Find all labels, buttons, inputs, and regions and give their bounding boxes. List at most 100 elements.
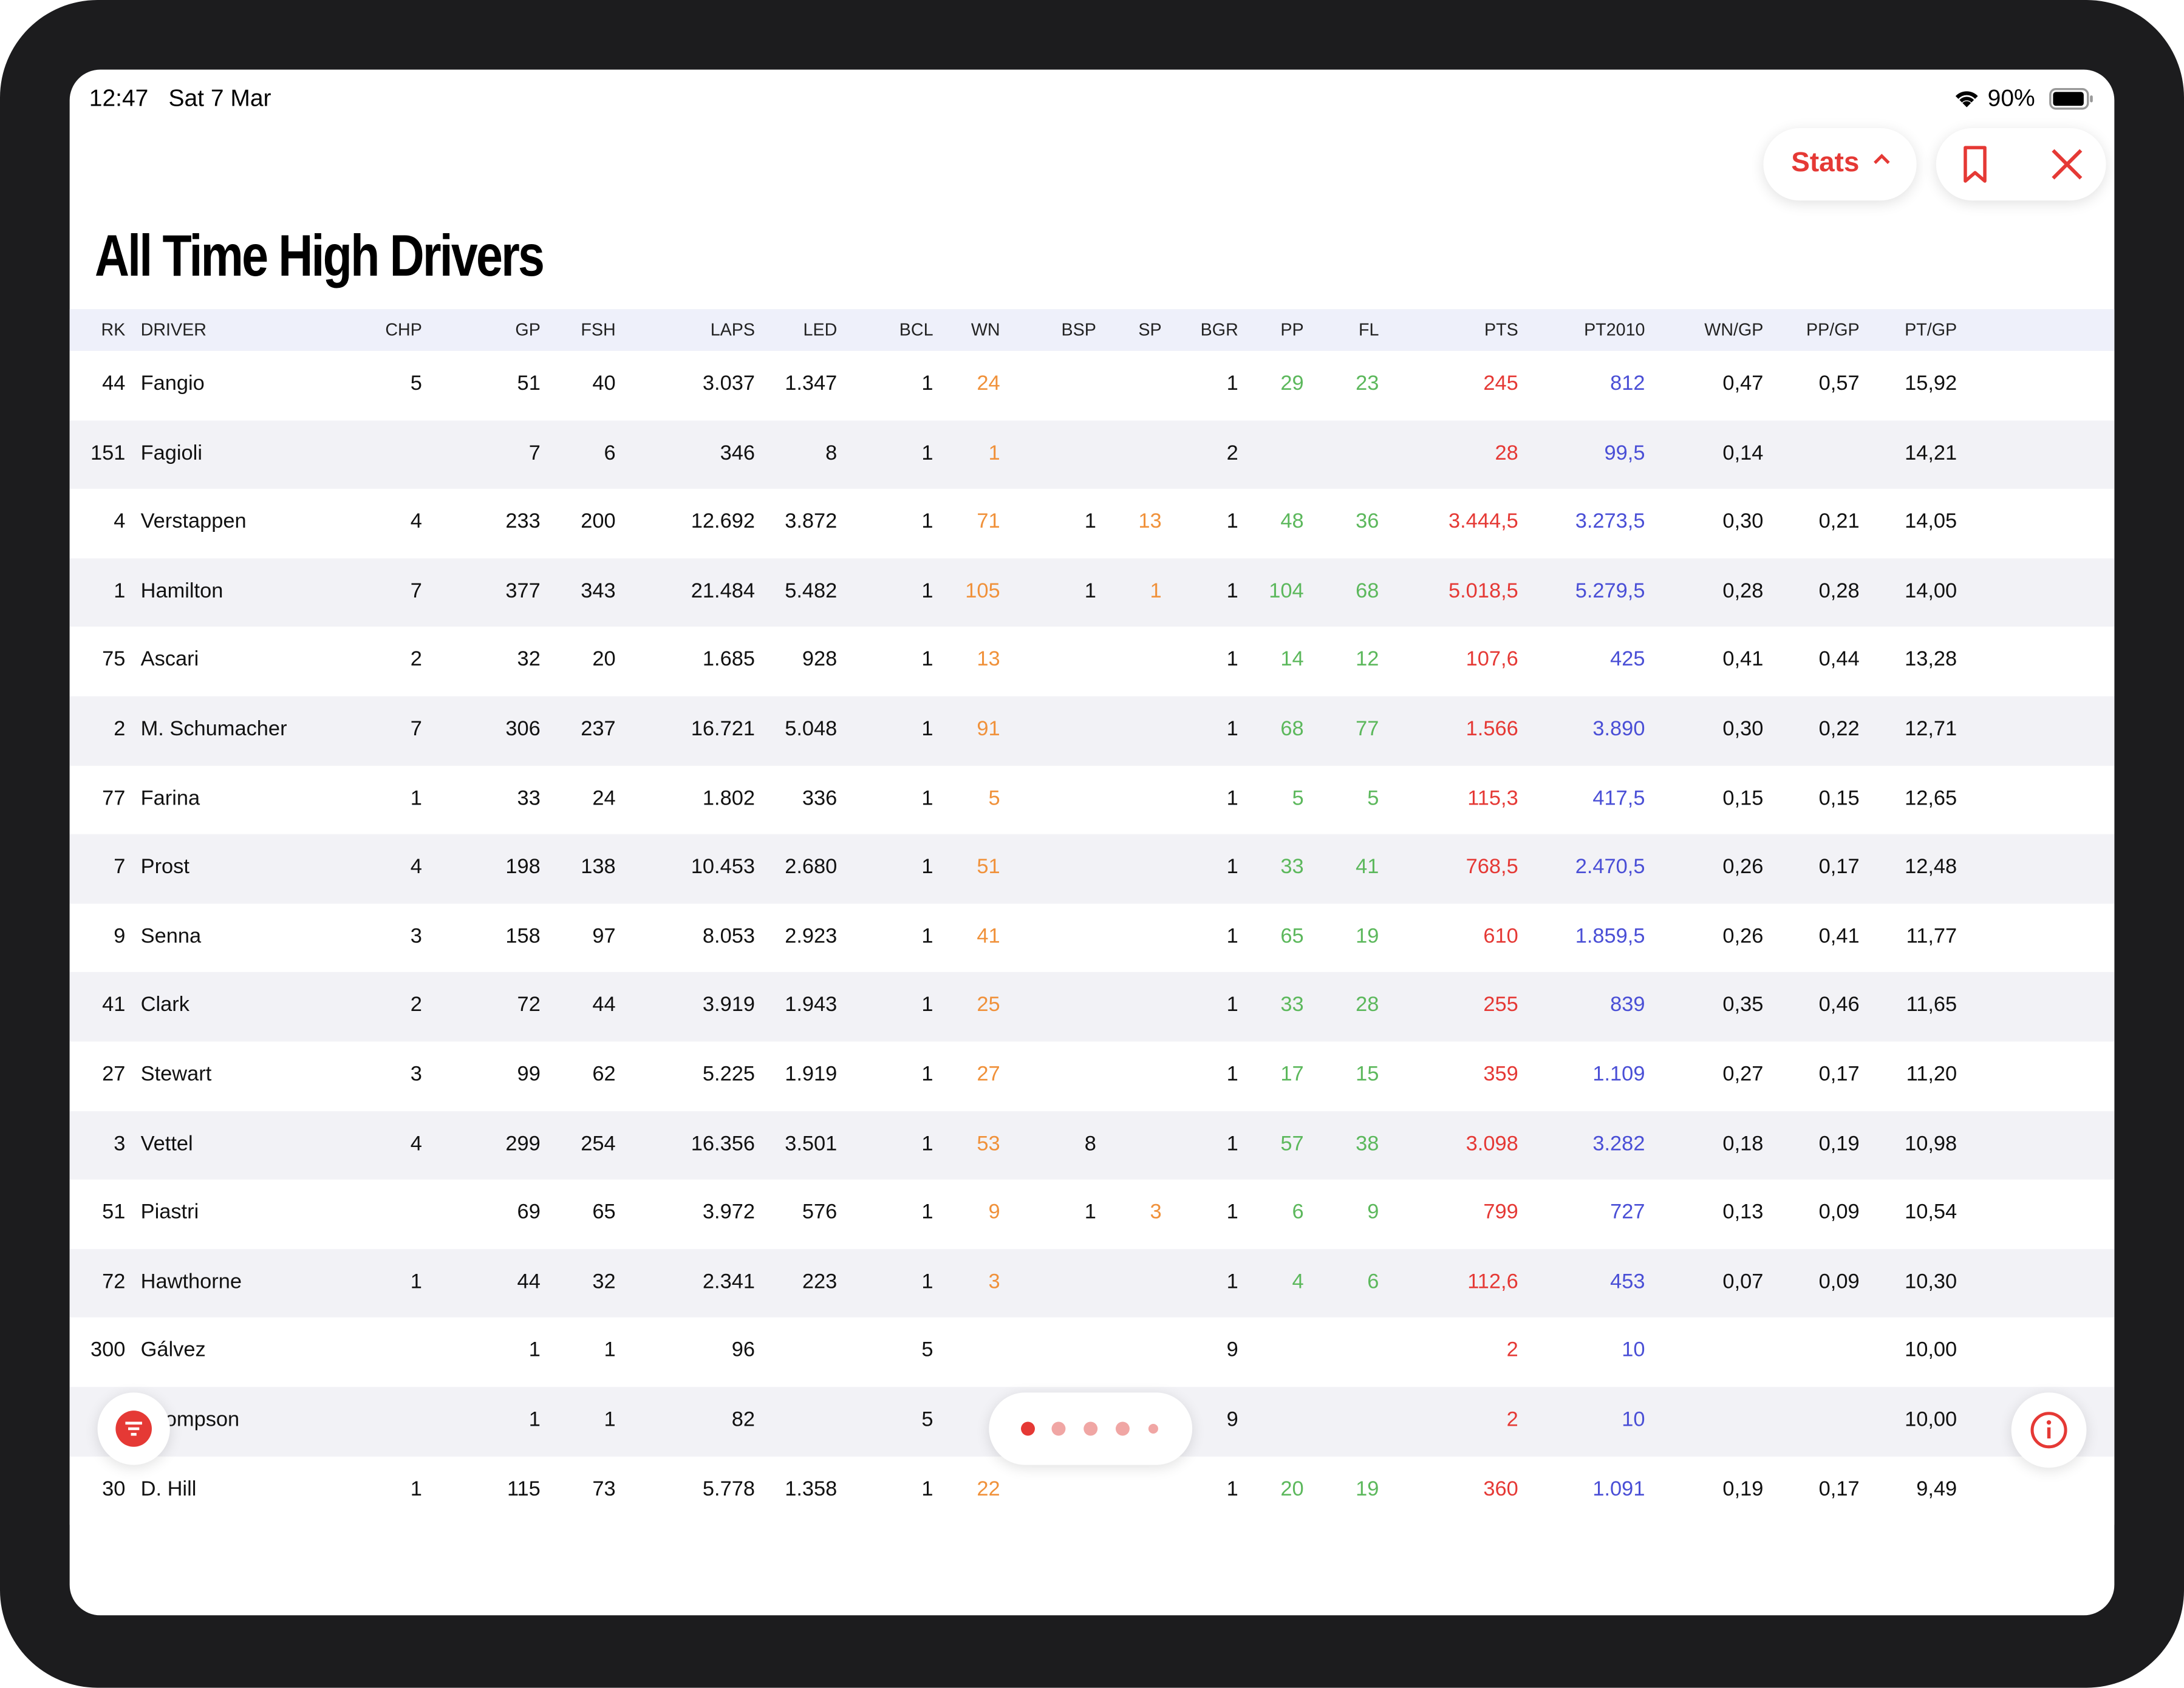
table-cell: 28 [1356, 993, 1379, 1018]
table-cell: 16.356 [691, 1131, 756, 1155]
table-cell: 0,19 [1818, 1131, 1860, 1155]
table-cell: 77 [102, 786, 126, 810]
table-cell: 10.453 [691, 855, 756, 879]
table-cell: 20 [592, 648, 616, 672]
table-cell: 11,20 [1906, 1062, 1957, 1086]
driver-name: Stewart [140, 1062, 212, 1086]
table-cell: 65 [592, 1200, 616, 1225]
table-cell: 0,41 [1722, 648, 1764, 672]
table-cell: 5.778 [702, 1477, 756, 1501]
table-cell: 1 [114, 579, 126, 603]
table-cell: 158 [505, 924, 541, 948]
stats-button[interactable]: Stats [1763, 128, 1917, 201]
table-cell: 5.018,5 [1448, 579, 1518, 603]
driver-name: Verstappen [140, 509, 247, 534]
column-header: LED [803, 320, 838, 340]
table-cell: 0,27 [1722, 1062, 1764, 1086]
table-cell: 3 [410, 924, 422, 948]
table-cell: 14,21 [1905, 441, 1957, 465]
table-cell: 13,28 [1905, 648, 1957, 672]
table-cell: 1 [1226, 509, 1238, 534]
table-cell: 7 [114, 855, 126, 879]
table-cell: 0,28 [1722, 579, 1764, 603]
table-row: 75 Ascari 2 32 20 1.685 928 1 13 1 14 12 107,6 425 0,4… [69, 627, 2115, 696]
table-row: 300 Gálvez 1 1 96 5 9 2 10 10,00 [69, 1318, 2115, 1387]
bookmark-button[interactable] [1961, 145, 1989, 184]
table-cell: 5 [988, 786, 1000, 810]
table-row: 9 Senna 3 158 97 8.053 2.923 1 41 1 65 19 610 1.859,5… [69, 903, 2115, 973]
driver-name: Hawthorne [140, 1270, 242, 1294]
table-cell: 1 [921, 1062, 933, 1086]
table-cell: 839 [1610, 993, 1645, 1018]
filter-button[interactable] [97, 1392, 170, 1465]
table-cell: 0,13 [1722, 1200, 1764, 1225]
info-button[interactable] [2011, 1392, 2087, 1468]
table-cell: 1 [1226, 1270, 1238, 1294]
table-row: 3 Vettel 4 299 254 16.356 3.501 1 53 8 1 57 38 3.098 3… [69, 1111, 2115, 1180]
table-cell: 9 [1226, 1407, 1238, 1432]
table-cell: 69 [517, 1200, 541, 1225]
table-cell: 9,49 [1916, 1477, 1957, 1501]
table-cell: 1 [921, 993, 933, 1018]
table-cell: 10,54 [1905, 1200, 1957, 1225]
column-header: CHP [385, 320, 422, 340]
table-cell: 1.859,5 [1575, 924, 1645, 948]
table-cell: 1.109 [1592, 1062, 1645, 1086]
table-row: 7 Prost 4 198 138 10.453 2.680 1 51 1 33 41 768,5 2.4… [69, 834, 2115, 904]
table-cell: 115,3 [1467, 786, 1518, 810]
table-cell: 1 [1226, 993, 1238, 1018]
column-header: SP [1138, 320, 1162, 340]
column-header: FL [1358, 320, 1379, 340]
table-row: 151 Fagioli 7 6 346 8 1 1 2 28 99,5 0,14 14,21 [69, 420, 2115, 489]
column-header: FSH [581, 320, 616, 340]
table-row: 51 Piastri 69 65 3.972 576 1 9 1 3 1 6 9 799 727 0,13 0,… [69, 1179, 2115, 1249]
battery-icon [2049, 88, 2093, 110]
table-cell: 32 [517, 648, 541, 672]
driver-name: Fangio [140, 372, 205, 396]
table-cell: 1 [921, 1200, 933, 1225]
close-button[interactable] [2050, 148, 2084, 181]
table-cell: 19 [1356, 924, 1379, 948]
table-cell: 233 [505, 509, 541, 534]
info-icon [2030, 1412, 2067, 1449]
table-cell: 40 [592, 372, 616, 396]
table-cell: 44 [517, 1270, 541, 1294]
driver-name: Piastri [140, 1200, 199, 1225]
table-cell: 68 [1280, 717, 1304, 741]
table-cell: 1 [921, 372, 933, 396]
table-cell: 1 [921, 1270, 933, 1294]
table-cell: 0,21 [1818, 509, 1860, 534]
table-cell: 2.341 [702, 1270, 756, 1294]
driver-name: M. Schumacher [140, 717, 287, 741]
table-cell: 2 [1506, 1407, 1518, 1432]
table-cell: 112,6 [1467, 1270, 1518, 1294]
table-cell: 1 [528, 1407, 541, 1432]
table-cell: 99,5 [1604, 441, 1645, 465]
table-cell: 71 [977, 509, 1000, 534]
table-cell: 33 [1280, 993, 1304, 1018]
table-cell: 5.048 [785, 717, 838, 741]
table-row: 44 Fangio 5 51 40 3.037 1.347 1 24 1 29 23 245 812 0,4… [69, 350, 2115, 420]
table-cell: 0,18 [1722, 1131, 1764, 1155]
table-cell: 9 [1367, 1200, 1379, 1225]
table-cell: 245 [1483, 372, 1518, 396]
table-cell: 346 [720, 441, 756, 465]
table-cell: 1 [410, 1270, 422, 1294]
table-cell: 8 [825, 441, 838, 465]
table-cell: 4 [410, 509, 422, 534]
table-cell: 1.358 [785, 1477, 838, 1501]
table-cell: 0,57 [1818, 372, 1860, 396]
table-cell: 24 [977, 372, 1000, 396]
table-cell: 77 [1356, 717, 1379, 741]
table-cell: 417,5 [1592, 786, 1645, 810]
table-cell: 65 [1280, 924, 1304, 948]
table-cell: 1 [1226, 786, 1238, 810]
driver-name: Clark [140, 993, 189, 1018]
filter-icon [115, 1411, 152, 1447]
table-cell: 2.470,5 [1575, 855, 1645, 879]
table-cell: 12 [1356, 648, 1379, 672]
table-cell: 41 [102, 993, 126, 1018]
table-cell: 8 [1084, 1131, 1096, 1155]
table-cell: 16.721 [691, 717, 756, 741]
table-cell: 0,26 [1722, 924, 1764, 948]
